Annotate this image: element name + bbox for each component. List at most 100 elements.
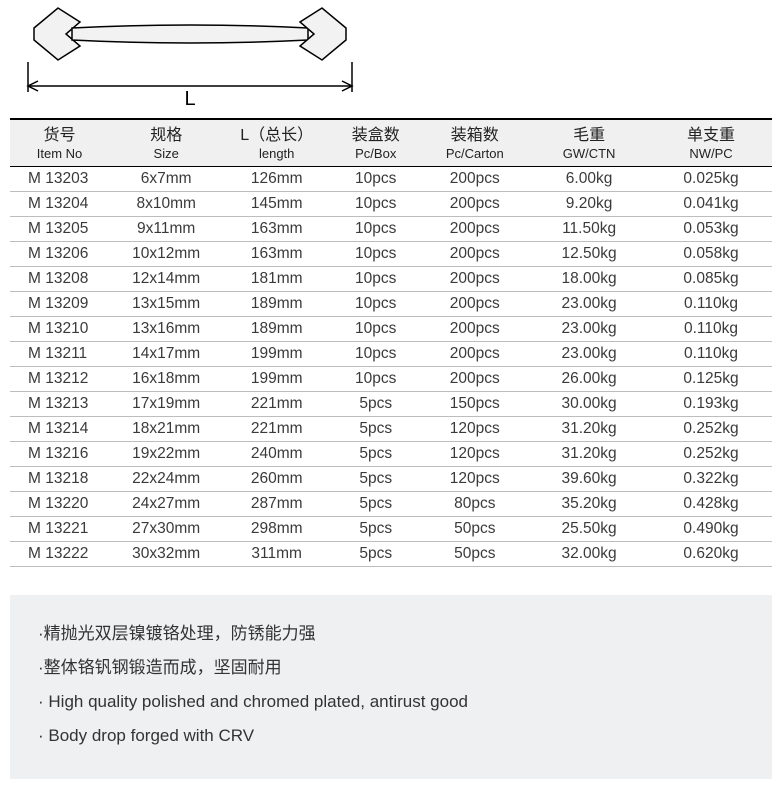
table-row: M 1320913x15mm189mm10pcs200pcs23.00kg0.1… bbox=[10, 292, 772, 317]
cell: 50pcs bbox=[421, 517, 528, 542]
col-header-cn: 装盒数 bbox=[332, 126, 419, 146]
table-row: M 1321216x18mm199mm10pcs200pcs26.00kg0.1… bbox=[10, 367, 772, 392]
cell: 25.50kg bbox=[528, 517, 650, 542]
col-header-3: 装盒数Pc/Box bbox=[330, 119, 421, 167]
cell: 199mm bbox=[223, 367, 330, 392]
cell: 30x32mm bbox=[109, 542, 223, 567]
cell: 10pcs bbox=[330, 292, 421, 317]
col-header-en: NW/PC bbox=[652, 146, 770, 162]
cell: M 13205 bbox=[10, 217, 109, 242]
cell: 0.041kg bbox=[650, 192, 772, 217]
cell: 14x17mm bbox=[109, 342, 223, 367]
col-header-cn: 规格 bbox=[111, 126, 221, 146]
cell: M 13222 bbox=[10, 542, 109, 567]
wrench-svg: L bbox=[10, 0, 370, 110]
cell: M 13209 bbox=[10, 292, 109, 317]
spec-table-wrap: 货号Item No规格SizeL（总长）length装盒数Pc/Box装箱数Pc… bbox=[0, 118, 782, 567]
cell: 10pcs bbox=[330, 167, 421, 192]
table-body: M 132036x7mm126mm10pcs200pcs6.00kg0.025k… bbox=[10, 167, 772, 567]
cell: 5pcs bbox=[330, 542, 421, 567]
col-header-en: Pc/Carton bbox=[423, 146, 526, 162]
cell: 50pcs bbox=[421, 542, 528, 567]
cell: 22x24mm bbox=[109, 467, 223, 492]
table-row: M 1320610x12mm163mm10pcs200pcs12.50kg0.0… bbox=[10, 242, 772, 267]
cell: 189mm bbox=[223, 317, 330, 342]
cell: M 13210 bbox=[10, 317, 109, 342]
cell: 0.490kg bbox=[650, 517, 772, 542]
cell: 10pcs bbox=[330, 217, 421, 242]
cell: 11.50kg bbox=[528, 217, 650, 242]
table-row: M 1321317x19mm221mm5pcs150pcs30.00kg0.19… bbox=[10, 392, 772, 417]
cell: M 13204 bbox=[10, 192, 109, 217]
cell: 0.252kg bbox=[650, 442, 772, 467]
cell: 10pcs bbox=[330, 367, 421, 392]
cell: 80pcs bbox=[421, 492, 528, 517]
cell: 200pcs bbox=[421, 242, 528, 267]
cell: 5pcs bbox=[330, 442, 421, 467]
cell: 32.00kg bbox=[528, 542, 650, 567]
cell: 163mm bbox=[223, 217, 330, 242]
wrench-diagram: L bbox=[0, 0, 782, 118]
cell: 0.620kg bbox=[650, 542, 772, 567]
cell: 10x12mm bbox=[109, 242, 223, 267]
col-header-en: Item No bbox=[12, 146, 107, 162]
note-line: ·整体铬钒钢锻造而成，坚固耐用 bbox=[38, 651, 744, 685]
cell: 6.00kg bbox=[528, 167, 650, 192]
cell: 150pcs bbox=[421, 392, 528, 417]
cell: 199mm bbox=[223, 342, 330, 367]
spec-table: 货号Item No规格SizeL（总长）length装盒数Pc/Box装箱数Pc… bbox=[10, 118, 772, 567]
note-line: · High quality polished and chromed plat… bbox=[38, 685, 744, 719]
cell: 19x22mm bbox=[109, 442, 223, 467]
note-line: · Body drop forged with CRV bbox=[38, 719, 744, 753]
table-row: M 1321822x24mm260mm5pcs120pcs39.60kg0.32… bbox=[10, 467, 772, 492]
table-row: M 132059x11mm163mm10pcs200pcs11.50kg0.05… bbox=[10, 217, 772, 242]
cell: 200pcs bbox=[421, 292, 528, 317]
cell: 13x15mm bbox=[109, 292, 223, 317]
table-row: M 1322024x27mm287mm5pcs80pcs35.20kg0.428… bbox=[10, 492, 772, 517]
notes-panel: ·精抛光双层镍镀铬处理，防锈能力强·整体铬钒钢锻造而成，坚固耐用· High q… bbox=[10, 595, 772, 779]
cell: 30.00kg bbox=[528, 392, 650, 417]
table-row: M 1321114x17mm199mm10pcs200pcs23.00kg0.1… bbox=[10, 342, 772, 367]
col-header-cn: 毛重 bbox=[530, 126, 648, 146]
cell: 9x11mm bbox=[109, 217, 223, 242]
table-row: M 1322127x30mm298mm5pcs50pcs25.50kg0.490… bbox=[10, 517, 772, 542]
cell: M 13203 bbox=[10, 167, 109, 192]
cell: 0.110kg bbox=[650, 317, 772, 342]
cell: 5pcs bbox=[330, 392, 421, 417]
col-header-en: GW/CTN bbox=[530, 146, 648, 162]
cell: 0.252kg bbox=[650, 417, 772, 442]
col-header-4: 装箱数Pc/Carton bbox=[421, 119, 528, 167]
cell: M 13211 bbox=[10, 342, 109, 367]
cell: 221mm bbox=[223, 417, 330, 442]
cell: M 13206 bbox=[10, 242, 109, 267]
diagram-label-L: L bbox=[184, 88, 195, 110]
cell: 39.60kg bbox=[528, 467, 650, 492]
table-row: M 1322230x32mm311mm5pcs50pcs32.00kg0.620… bbox=[10, 542, 772, 567]
cell: 6x7mm bbox=[109, 167, 223, 192]
cell: 9.20kg bbox=[528, 192, 650, 217]
cell: M 13221 bbox=[10, 517, 109, 542]
table-row: M 132036x7mm126mm10pcs200pcs6.00kg0.025k… bbox=[10, 167, 772, 192]
cell: 189mm bbox=[223, 292, 330, 317]
col-header-cn: L（总长） bbox=[225, 126, 328, 146]
cell: 120pcs bbox=[421, 467, 528, 492]
cell: 23.00kg bbox=[528, 317, 650, 342]
cell: 10pcs bbox=[330, 192, 421, 217]
cell: 200pcs bbox=[421, 317, 528, 342]
col-header-5: 毛重GW/CTN bbox=[528, 119, 650, 167]
cell: 126mm bbox=[223, 167, 330, 192]
col-header-cn: 单支重 bbox=[652, 126, 770, 146]
cell: 0.085kg bbox=[650, 267, 772, 292]
cell: 18.00kg bbox=[528, 267, 650, 292]
col-header-cn: 货号 bbox=[12, 126, 107, 146]
table-head: 货号Item No规格SizeL（总长）length装盒数Pc/Box装箱数Pc… bbox=[10, 119, 772, 167]
cell: 10pcs bbox=[330, 342, 421, 367]
cell: 0.053kg bbox=[650, 217, 772, 242]
cell: 10pcs bbox=[330, 317, 421, 342]
table-row: M 1321013x16mm189mm10pcs200pcs23.00kg0.1… bbox=[10, 317, 772, 342]
cell: 200pcs bbox=[421, 192, 528, 217]
cell: 200pcs bbox=[421, 342, 528, 367]
cell: 240mm bbox=[223, 442, 330, 467]
cell: 0.110kg bbox=[650, 292, 772, 317]
cell: 120pcs bbox=[421, 442, 528, 467]
